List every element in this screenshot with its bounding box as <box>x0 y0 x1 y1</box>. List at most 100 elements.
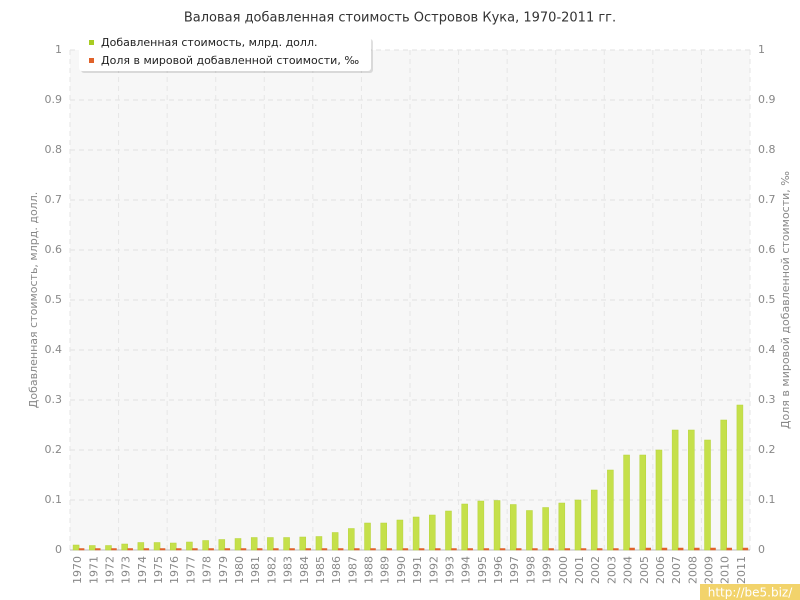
bar <box>412 516 420 551</box>
bar <box>677 547 684 551</box>
bar <box>607 469 614 551</box>
bar <box>111 548 117 551</box>
x-tick-label: 2005 <box>638 556 651 584</box>
x-tick-label: 1999 <box>541 556 554 584</box>
x-tick-label: 1984 <box>298 556 311 584</box>
y-tick-label: 0.2 <box>45 443 63 456</box>
bar <box>742 547 749 551</box>
x-tick-label: 1994 <box>460 556 473 584</box>
legend-swatch <box>89 40 94 45</box>
y-axis-label: Добавленная стоимость, млрд. долл. <box>27 192 40 408</box>
bar <box>273 548 279 551</box>
bar <box>331 532 339 551</box>
bar <box>720 419 727 551</box>
bar <box>461 503 468 551</box>
bar <box>256 548 263 551</box>
y2-tick-label: 0.3 <box>758 393 776 406</box>
y2-tick-label: 0.1 <box>758 493 776 506</box>
y2-tick-label: 0.5 <box>758 293 776 306</box>
bar <box>564 548 571 551</box>
legend-entry: Доля в мировой добавленной стоимости, ‰ <box>101 54 359 67</box>
bar <box>192 548 198 551</box>
bar <box>380 522 387 551</box>
y2-tick-label: 0.7 <box>758 193 776 206</box>
x-tick-label: 2000 <box>557 556 570 584</box>
x-tick-label: 1977 <box>184 556 197 584</box>
bar <box>515 548 522 551</box>
x-tick-label: 1976 <box>168 556 181 584</box>
bar <box>467 548 473 551</box>
bar <box>655 449 663 551</box>
bar <box>645 547 652 551</box>
y-tick-label: 0.9 <box>45 93 63 106</box>
x-tick-label: 1986 <box>330 556 343 584</box>
legend-swatch <box>89 58 94 63</box>
legend: Добавленная стоимость, млрд. долл. Доля … <box>79 36 373 73</box>
bar <box>240 548 247 551</box>
bar <box>175 548 182 551</box>
bar <box>283 537 290 551</box>
x-tick-label: 1985 <box>314 556 327 584</box>
bar <box>224 548 231 551</box>
bar <box>509 504 517 551</box>
bar <box>169 542 177 551</box>
y-tick-label: 0.4 <box>45 343 63 356</box>
bar <box>704 439 711 551</box>
bar <box>386 548 392 551</box>
x-tick-label: 2009 <box>703 556 716 584</box>
bar <box>623 454 630 551</box>
bar <box>315 536 323 551</box>
bar <box>726 547 732 551</box>
bar <box>558 502 566 551</box>
bar <box>402 548 409 551</box>
bar <box>95 548 101 551</box>
bar <box>694 547 700 551</box>
bar <box>688 429 695 551</box>
bar <box>639 454 647 551</box>
legend-box <box>79 37 371 71</box>
marks: 0 0.1 0.2 0.3 0.4 0.5 0.6 0.7 0.8 0.9 1 0 0.1 0.2 0.3 0… <box>45 43 776 584</box>
legend-entry: Добавленная стоимость, млрд. долл. <box>101 36 317 49</box>
y2-tick-label: 1 <box>758 43 765 56</box>
bar <box>493 500 501 551</box>
bar <box>121 543 128 551</box>
x-tick-label: 1990 <box>395 556 408 584</box>
bar <box>710 547 716 551</box>
bar <box>477 500 485 551</box>
bar <box>364 522 371 551</box>
y2-tick-label: 0.4 <box>758 343 776 356</box>
y-tick-label: 0.3 <box>45 393 63 406</box>
x-tick-label: 1988 <box>363 556 376 584</box>
chart-title: Валовая добавленная стоимость Островов К… <box>184 11 616 26</box>
y2-axis-label: Доля в мировой добавленной стоимости, ‰ <box>779 171 792 429</box>
x-tick-label: 2007 <box>670 556 683 584</box>
bar <box>250 537 258 551</box>
bar <box>143 548 150 551</box>
bar <box>202 540 209 551</box>
y2-tick-label: 0.2 <box>758 443 776 456</box>
bar <box>289 548 295 551</box>
bar <box>435 548 441 551</box>
x-tick-label: 1983 <box>282 556 295 584</box>
x-tick-label: 1996 <box>492 556 505 584</box>
bar <box>153 542 161 551</box>
x-tick-label: 1991 <box>411 556 424 584</box>
x-tick-label: 2001 <box>573 556 586 584</box>
x-tick-label: 1997 <box>508 556 521 584</box>
x-tick-label: 1974 <box>136 556 149 584</box>
y-tick-label: 0.5 <box>45 293 63 306</box>
bar <box>671 429 679 551</box>
bar <box>629 547 635 551</box>
watermark: http://be5.biz/ <box>708 586 793 600</box>
bar <box>451 548 457 551</box>
x-tick-label: 1980 <box>233 556 246 584</box>
x-tick-label: 1998 <box>524 556 537 584</box>
x-tick-label: 1975 <box>152 556 165 584</box>
y2-tick-label: 0.8 <box>758 143 776 156</box>
bar <box>72 544 80 551</box>
x-tick-label: 1987 <box>346 556 359 584</box>
bar <box>354 548 360 551</box>
bar <box>499 548 506 551</box>
bar <box>396 519 404 551</box>
